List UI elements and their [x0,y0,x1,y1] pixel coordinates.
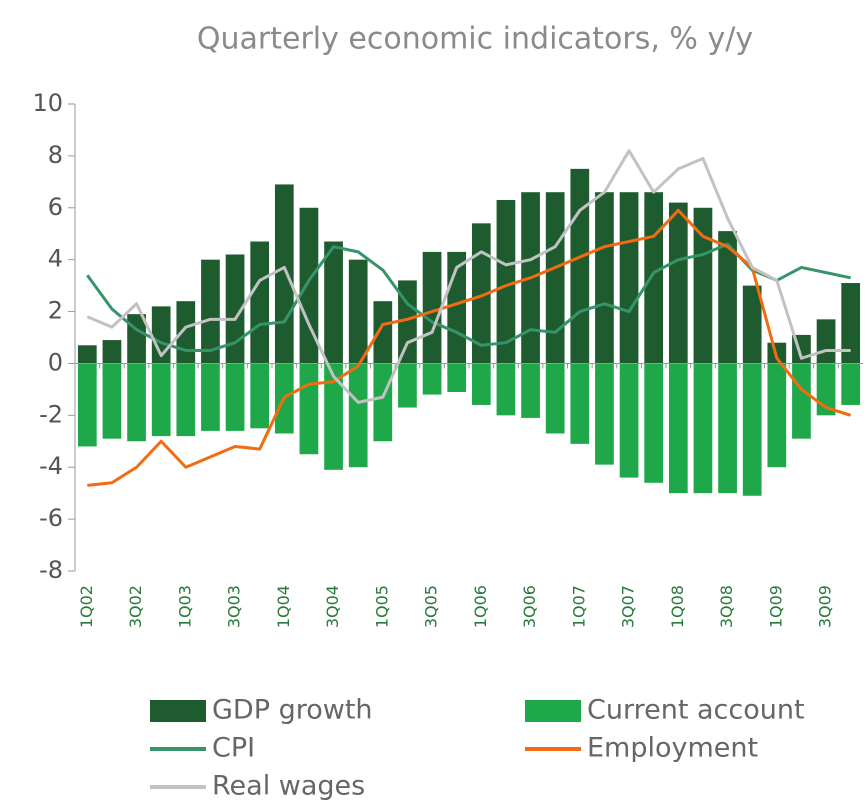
bar [348,363,368,468]
bar [201,363,220,431]
bar [422,251,442,364]
y-tick-label: -8 [39,556,63,584]
x-tick-label: 3Q08 [717,585,736,628]
bar [348,259,368,364]
bar [299,363,319,455]
bar [742,285,762,364]
bar [644,363,664,483]
bar [570,363,590,444]
bar [570,168,590,364]
bar [693,207,713,364]
bar [471,223,491,364]
bar [77,345,97,364]
bar [841,363,861,405]
x-tick-label: 3Q02 [126,585,145,628]
legend-label: CPI [212,733,255,764]
x-tick-label: 1Q02 [77,585,96,628]
y-tick-label: 0 [48,348,63,376]
bar [77,363,97,447]
x-tick-label: 1Q06 [471,585,490,628]
x-tick-label: 3Q07 [619,585,638,628]
bar [619,192,639,364]
x-tick-label: 1Q07 [569,585,588,628]
bar [373,301,393,364]
bar [225,254,245,364]
bar [176,301,196,364]
bar [102,363,122,439]
bar [545,192,565,364]
x-tick-label: 3Q09 [816,585,835,628]
bar [250,241,270,364]
x-tick-label: 1Q08 [668,585,687,628]
bar [595,363,614,465]
legend-label: GDP growth [212,695,373,726]
bar [644,192,664,364]
bar [274,184,294,364]
bar [718,231,737,364]
x-tick-label: 1Q04 [274,585,293,628]
chart-title: Quarterly economic indicators, % y/y [197,22,753,57]
bar [521,363,540,418]
bar [201,259,220,364]
x-tick-label: 3Q03 [225,585,244,628]
bar [693,363,713,494]
legend-label: Real wages [212,771,365,802]
bar [718,363,737,494]
bar [225,363,245,431]
y-tick-label: 4 [48,245,63,273]
bar [471,363,491,405]
bar [176,363,196,437]
bar [668,202,688,364]
bar [841,283,861,364]
bar [742,363,762,496]
legend-label: Current account [587,695,805,726]
bar [619,363,639,478]
bar [127,363,146,442]
line [86,149,851,404]
bar [250,363,270,429]
y-tick-label: -2 [39,400,63,428]
x-tick-label: 1Q05 [372,585,391,628]
x-tick-label: 3Q05 [422,585,441,628]
bar [373,363,393,442]
bar [668,363,688,494]
legend-swatch [150,700,206,722]
y-tick-label: -6 [39,504,63,532]
bar [496,363,516,416]
y-tick-label: 2 [48,297,63,325]
legend-label: Employment [587,733,758,764]
bar [496,199,516,364]
y-tick-label: -4 [39,452,63,480]
legend-swatch [525,700,581,722]
x-tick-label: 1Q03 [175,585,194,628]
y-tick-label: 10 [32,89,63,117]
bar [398,363,417,408]
bar [545,363,565,434]
bar [151,363,171,437]
y-tick-label: 8 [48,141,63,169]
bar [447,363,467,392]
bar [595,192,614,364]
x-tick-label: 3Q04 [323,585,342,628]
bar [816,319,836,364]
x-tick-label: 1Q09 [766,585,785,628]
bar [422,363,442,395]
x-tick-label: 3Q06 [520,585,539,628]
bar [324,241,343,364]
bar [398,280,417,364]
bar [299,207,319,364]
bar [792,363,811,439]
bar [767,363,787,468]
bar [324,363,343,470]
y-tick-label: 6 [48,193,63,221]
bar [127,314,146,364]
bar [102,340,122,364]
line [87,208,852,487]
